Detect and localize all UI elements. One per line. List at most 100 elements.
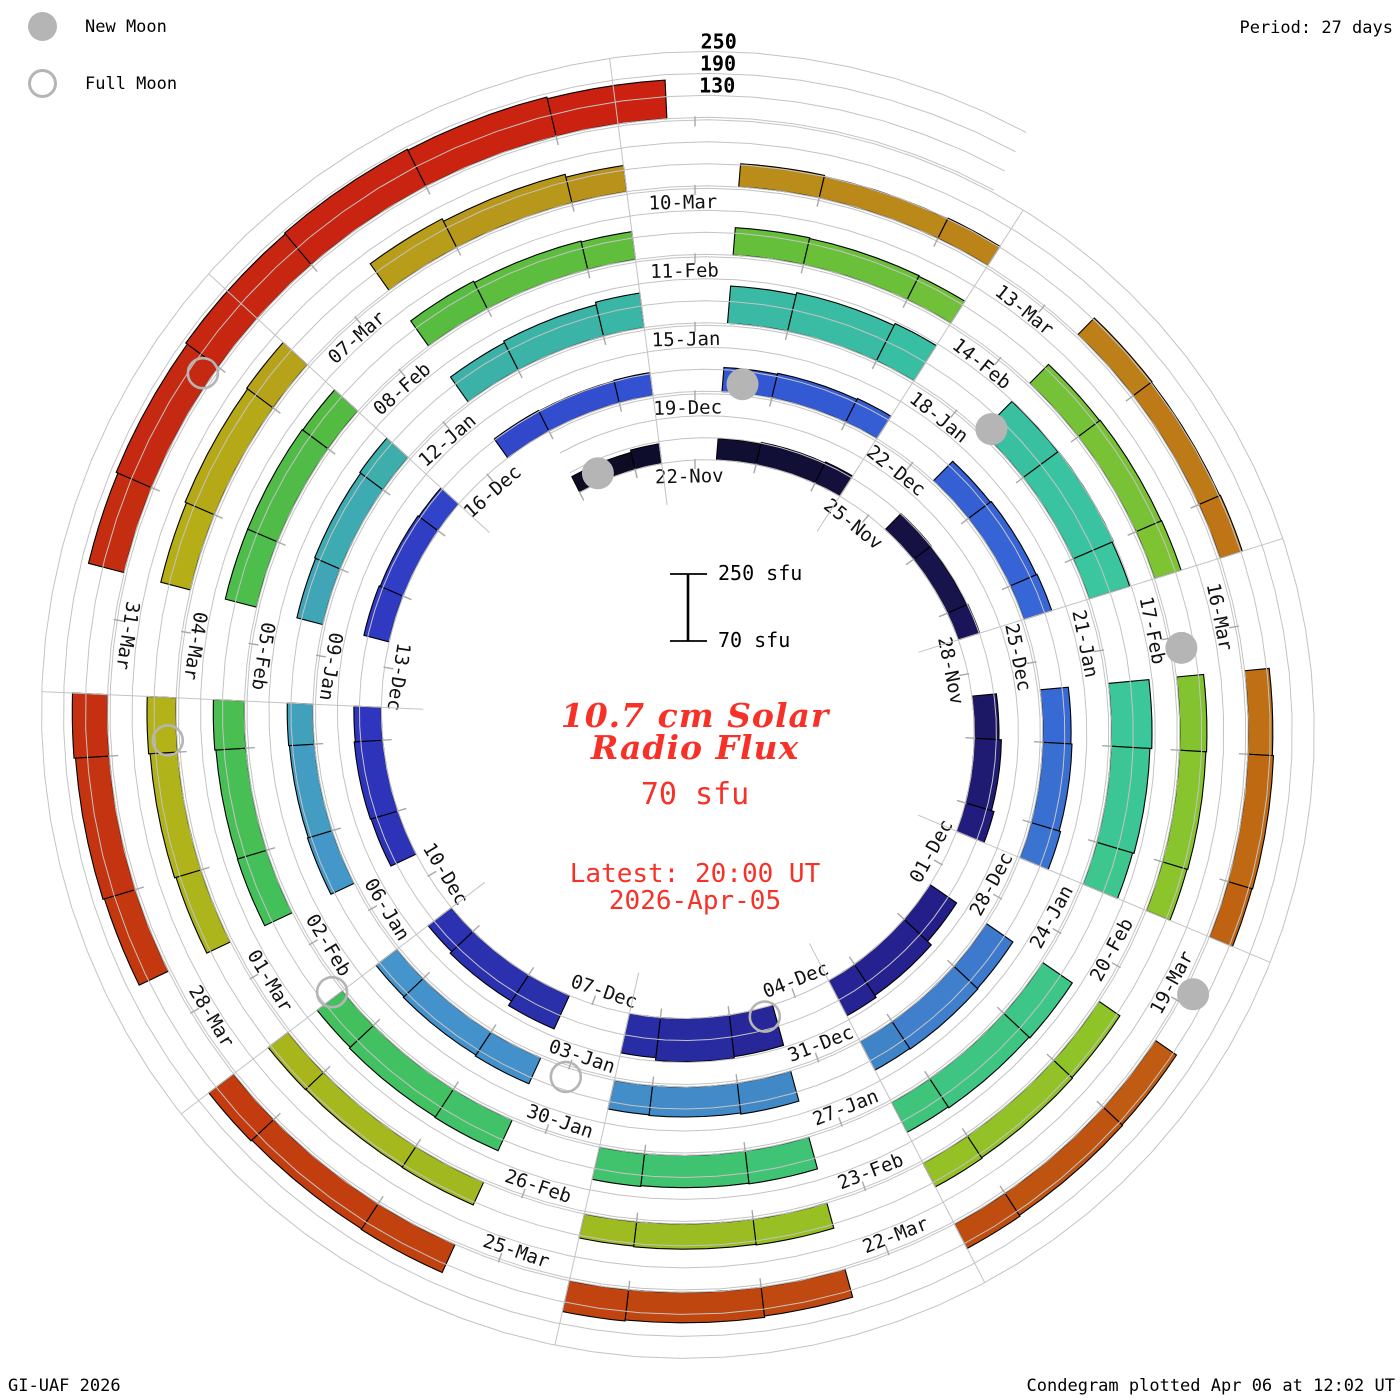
flux-day-bar (1175, 673, 1208, 753)
date-label: 25-Dec (1000, 622, 1035, 694)
grid-spoke (554, 972, 640, 1346)
grid-spoke (917, 814, 1271, 963)
day-tick (1096, 1100, 1105, 1109)
day-tick (938, 612, 949, 618)
new-moon-marker (726, 368, 759, 401)
day-tick (871, 359, 878, 370)
flux-day-bar (906, 275, 966, 324)
flux-day-bar (912, 545, 968, 614)
date-label: 15-Jan (652, 328, 721, 352)
day-tick (322, 1065, 331, 1074)
latest-time-label: Latest: 20:00 UT (569, 859, 821, 889)
day-tick (994, 356, 1002, 366)
day-tick (571, 201, 575, 212)
new-moon-marker (975, 413, 1008, 446)
day-tick (618, 401, 623, 412)
day-tick (1228, 625, 1240, 629)
day-tick (1127, 530, 1138, 536)
flux-day-bar (407, 96, 557, 188)
date-label: 01-Mar (243, 946, 297, 1016)
flux-day-bar (103, 888, 170, 986)
grid-spoke (609, 58, 668, 506)
day-tick (367, 904, 378, 912)
radial-axis-tick: 250 (701, 30, 737, 54)
flux-day-bar (607, 1079, 654, 1116)
gridline-spiral (63, 72, 1293, 1337)
day-tick (315, 654, 326, 658)
flux-day-bar (1227, 753, 1275, 890)
day-tick (1111, 962, 1121, 969)
day-tick (497, 1252, 503, 1263)
day-tick (1070, 435, 1080, 443)
day-tick (442, 420, 450, 430)
flux-day-bar (1028, 363, 1101, 438)
day-tick (838, 1116, 843, 1127)
day-tick (527, 967, 535, 977)
day-tick (1052, 927, 1062, 935)
flux-day-bar (967, 500, 1038, 587)
full-moon-icon (28, 69, 57, 98)
day-tick (339, 567, 349, 574)
date-label: 26-Feb (502, 1165, 574, 1208)
full-moon-label: Full Moon (85, 73, 178, 94)
day-tick (848, 956, 856, 966)
day-tick (810, 482, 816, 492)
full-moon-marker (315, 975, 349, 1009)
day-tick (1038, 304, 1046, 313)
day-tick (150, 486, 161, 492)
flux-day-bar (546, 79, 668, 137)
day-tick (276, 540, 286, 547)
day-tick (635, 1212, 639, 1223)
day-tick (189, 1007, 200, 1015)
day-tick (627, 1280, 631, 1291)
flux-day-bar (1077, 317, 1153, 397)
day-tick (422, 971, 431, 980)
latest-date-label: 2026-Apr-05 (608, 886, 782, 916)
day-tick (381, 739, 392, 741)
flux-day-bar (786, 292, 895, 362)
date-label: 20-Feb (1086, 915, 1138, 986)
day-tick (486, 473, 494, 482)
day-tick (946, 959, 956, 968)
flux-day-bar (1052, 1000, 1121, 1079)
day-tick (213, 513, 223, 519)
new-moon-marker (1165, 631, 1198, 664)
day-tick (113, 618, 124, 622)
flux-scale-bar (670, 573, 707, 642)
day-tick (1015, 476, 1025, 484)
day-tick (959, 673, 970, 677)
radial-axis-tick: 190 (700, 52, 736, 76)
date-label: 18-Jan (905, 387, 972, 447)
day-tick (996, 1006, 1005, 1015)
date-label: 16-Mar (1202, 581, 1237, 653)
day-tick (272, 1112, 281, 1121)
flux-day-bar (296, 557, 341, 626)
day-tick (1219, 878, 1230, 883)
day-tick (800, 263, 805, 274)
gridline-spiral (41, 50, 1315, 1359)
flux-day-bar (348, 1024, 455, 1118)
flux-day-bar (160, 501, 216, 591)
day-tick (377, 1195, 384, 1205)
day-tick (886, 1013, 894, 1023)
day-tick (244, 746, 255, 749)
day-tick (486, 307, 493, 318)
day-tick (727, 1006, 731, 1017)
day-tick (751, 1210, 754, 1221)
flux-day-bar (502, 304, 605, 371)
footer-plotted-timestamp: Condegram plotted Apr 06 at 12:02 UT (1026, 1376, 1395, 1396)
day-tick (436, 529, 446, 537)
flux-day-bar (185, 233, 313, 368)
day-tick (743, 1142, 746, 1153)
date-label: 19-Dec (653, 396, 722, 420)
flux-day-bar (409, 280, 489, 347)
flux-day-bar (624, 1286, 766, 1324)
full-moon-marker (748, 1000, 782, 1033)
flux-day-bar (1107, 679, 1153, 750)
day-tick (1190, 503, 1201, 509)
day-tick (372, 1018, 381, 1027)
grid-spoke (808, 943, 986, 1283)
period-label: Period: 27 days (1239, 18, 1393, 38)
grid-spoke (180, 881, 486, 1115)
